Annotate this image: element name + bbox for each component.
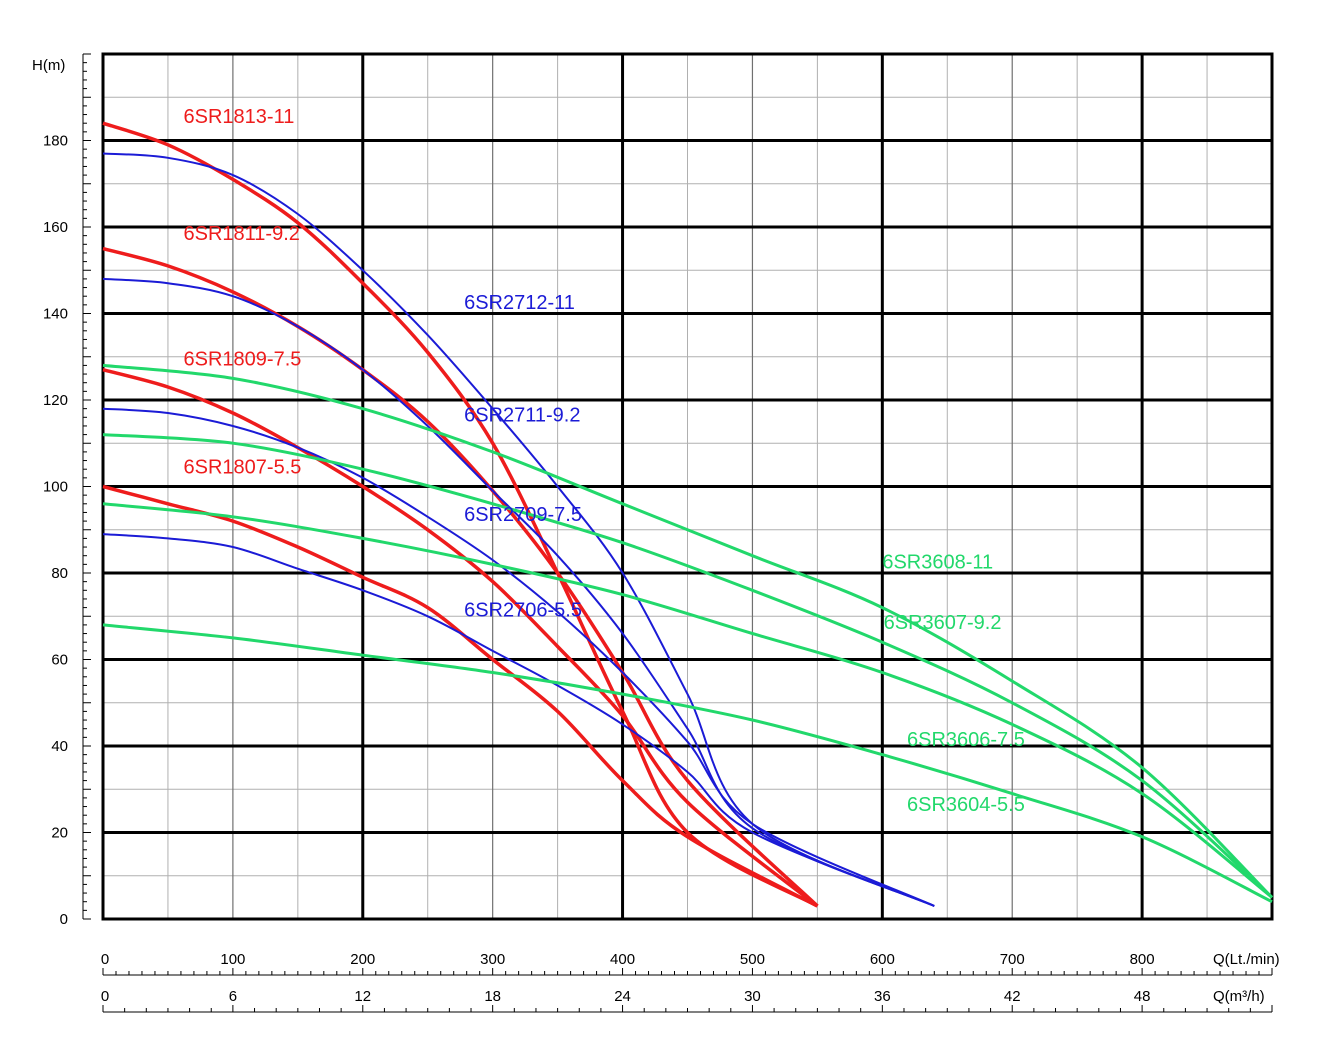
x-tick-label-lpm: 200 — [350, 951, 375, 968]
y-tick-label: 40 — [51, 738, 68, 755]
x-tick-label-lpm: 300 — [480, 951, 505, 968]
x-tick-label-m3h: 12 — [354, 988, 371, 1005]
y-tick-label: 20 — [51, 825, 68, 842]
y-tick-label: 120 — [43, 392, 68, 409]
y-axis-title: H(m) — [32, 57, 65, 74]
series-label-6SR3608-11: 6SR3608-11 — [882, 552, 993, 574]
series-label-6SR3607-9.2: 6SR3607-9.2 — [884, 612, 1002, 634]
series-label-6SR1813-11: 6SR1813-11 — [184, 106, 295, 128]
y-tick-label: 60 — [51, 652, 68, 669]
x-tick-label-m3h: 36 — [874, 988, 891, 1005]
x-tick-label-lpm: 700 — [1000, 951, 1025, 968]
performance-curves — [102, 121, 1274, 908]
x-tick-label-m3h: 0 — [101, 988, 109, 1005]
series-label-6SR2709-7.5: 6SR2709-7.5 — [464, 504, 582, 526]
series-label-6SR2712-11: 6SR2712-11 — [464, 292, 575, 314]
major-grid — [101, 52, 1274, 921]
x-tick-label-m3h: 42 — [1004, 988, 1021, 1005]
x-tick-label-lpm: 400 — [610, 951, 635, 968]
series-label-6SR1811-9.2: 6SR1811-9.2 — [184, 223, 300, 245]
x-tick-label-m3h: 18 — [484, 988, 501, 1005]
x-axis-title-lpm: Q(Lt./min) — [1213, 951, 1280, 968]
curve-6SR1813-11 — [102, 121, 819, 908]
x-tick-label-m3h: 48 — [1134, 988, 1151, 1005]
series-label-6SR1807-5.5: 6SR1807-5.5 — [184, 457, 302, 479]
curve-6SR2712-11 — [102, 152, 935, 907]
curve-6SR2711-9.2 — [102, 277, 935, 907]
curve-6SR1809-7.5 — [102, 368, 819, 908]
x-tick-label-m3h: 6 — [229, 988, 237, 1005]
y-tick-label: 100 — [43, 479, 68, 496]
x-tick-label-lpm: 800 — [1130, 951, 1155, 968]
curve-6SR3604-5.5 — [102, 623, 1273, 904]
x-tick-label-lpm: 600 — [870, 951, 895, 968]
y-tick-label: 80 — [51, 565, 68, 582]
y-tick-label: 140 — [43, 306, 68, 323]
x-tick-label-lpm: 100 — [220, 951, 245, 968]
y-tick-label: 160 — [43, 219, 68, 236]
series-label-6SR1809-7.5: 6SR1809-7.5 — [184, 348, 302, 370]
y-tick-label: 0 — [60, 911, 68, 928]
y-axis-ruler: 0 20 40 60 80 100 120 140 160 180 — [43, 53, 91, 928]
series-label-6SR3604-5.5: 6SR3604-5.5 — [907, 794, 1025, 816]
curve-6SR1807-5.5 — [102, 484, 819, 908]
curve-6SR3606-7.5 — [102, 502, 1273, 899]
series-label-6SR2711-9.2: 6SR2711-9.2 — [464, 405, 580, 427]
x-axis-rulers: 0 100 200 300 400 500 600 700 800 0 6 12 18 24 30 36 42 4… — [101, 951, 1273, 1013]
curve-6SR3608-11 — [102, 363, 1274, 899]
y-tick-label: 180 — [43, 133, 68, 150]
x-tick-label-m3h: 30 — [744, 988, 761, 1005]
series-label-6SR2706-5.5: 6SR2706-5.5 — [464, 599, 582, 621]
x-tick-label-lpm: 500 — [740, 951, 765, 968]
x-axis-title-m3h: Q(m³/h) — [1213, 988, 1265, 1005]
series-label-6SR3606-7.5: 6SR3606-7.5 — [907, 729, 1025, 751]
curve-6SR3607-9.2 — [102, 433, 1274, 899]
x-tick-label-m3h: 24 — [614, 988, 631, 1005]
curve-6SR1811-9.2 — [102, 246, 819, 908]
curve-6SR2709-7.5 — [102, 407, 935, 907]
x-tick-label-lpm: 0 — [101, 951, 109, 968]
curve-6SR2706-5.5 — [102, 533, 935, 907]
series-labels: 6SR1813-11 6SR1811-9.2 6SR1809-7.5 6SR1807-… — [184, 106, 1025, 816]
